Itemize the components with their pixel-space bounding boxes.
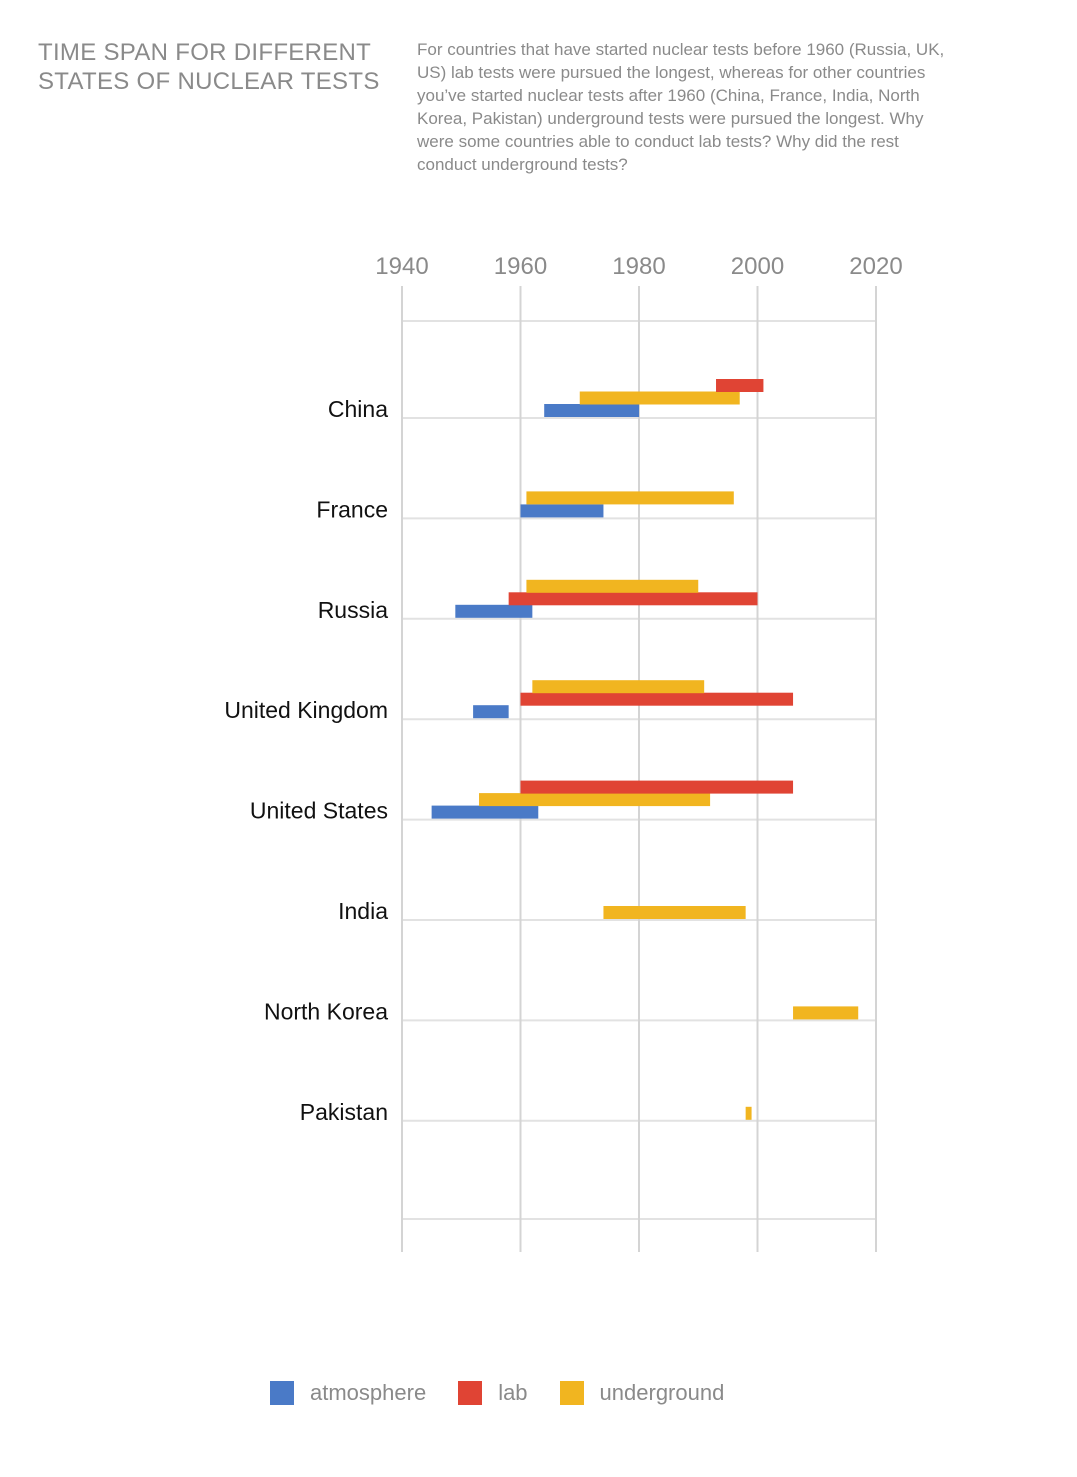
chart-title-line-2: STATES OF NUCLEAR TESTS xyxy=(38,68,380,95)
bar-atmosphere xyxy=(455,604,533,618)
legend-label-atmosphere: atmosphere xyxy=(310,1380,427,1405)
bar-atmosphere xyxy=(544,404,639,417)
legend-item-atmosphere: atmosphere xyxy=(270,1380,426,1406)
description-line-2: US) lab tests were pursued the longest, … xyxy=(417,63,926,82)
description-line-1: For countries that have started nuclear … xyxy=(417,40,945,59)
legend-label-underground: underground xyxy=(599,1380,725,1405)
bar-lab xyxy=(508,592,758,606)
chart-title-line-1: TIME SPAN FOR DIFFERENT xyxy=(38,39,372,66)
bar-atmosphere xyxy=(520,504,604,518)
category-label: France xyxy=(316,496,388,522)
range-bar-chart: 1940 1960 1980 2000 2020 China France Russia Uni… xyxy=(224,253,903,1252)
x-tick-label: 1940 xyxy=(375,253,428,280)
category-label: United Kingdom xyxy=(224,697,388,723)
bar-lab xyxy=(520,780,794,794)
description-line-4: Korea, Pakistan) underground tests were … xyxy=(417,109,924,128)
category-label: United States xyxy=(250,798,388,824)
bar-underground xyxy=(793,1006,859,1020)
bar-lab xyxy=(520,692,794,706)
category-label: Pakistan xyxy=(300,1099,388,1125)
description-line-5: were some countries able to conduct lab … xyxy=(417,132,899,151)
bar-underground xyxy=(603,906,746,919)
description-line-3: you’ve started nuclear tests after 1960 … xyxy=(417,86,920,105)
legend-swatch-underground xyxy=(559,1381,584,1405)
chart-title: TIME SPAN FOR DIFFERENT STATES OF NUCLEA… xyxy=(38,38,398,96)
x-tick-label: 2000 xyxy=(731,253,784,280)
x-tick-label: 2020 xyxy=(849,253,902,280)
category-label: North Korea xyxy=(264,998,388,1024)
bar-underground xyxy=(532,680,705,694)
bar-lab xyxy=(716,379,764,392)
legend-item-underground: underground xyxy=(559,1380,725,1406)
bar-underground xyxy=(526,491,734,505)
legend-label-lab: lab xyxy=(498,1380,528,1405)
category-label: India xyxy=(338,898,388,924)
x-tick-label: 1960 xyxy=(494,253,547,280)
x-tick-label: 1980 xyxy=(612,253,665,280)
category-label: Russia xyxy=(318,597,389,623)
bar-underground xyxy=(579,391,740,405)
bar-atmosphere xyxy=(473,705,509,719)
bar-underground xyxy=(526,579,699,593)
bar-underground xyxy=(745,1106,752,1120)
description-line-6: conduct underground tests? xyxy=(417,155,628,174)
legend-swatch-atmosphere xyxy=(270,1381,294,1405)
category-label: China xyxy=(328,396,388,422)
bar-atmosphere xyxy=(431,805,539,819)
legend-item-lab: lab xyxy=(458,1380,528,1406)
bar-underground xyxy=(479,793,711,807)
chart-description: For countries that have started nuclear … xyxy=(417,38,1037,176)
chart-legend: atmosphere lab underground xyxy=(270,1380,756,1406)
legend-swatch-lab xyxy=(458,1381,483,1405)
